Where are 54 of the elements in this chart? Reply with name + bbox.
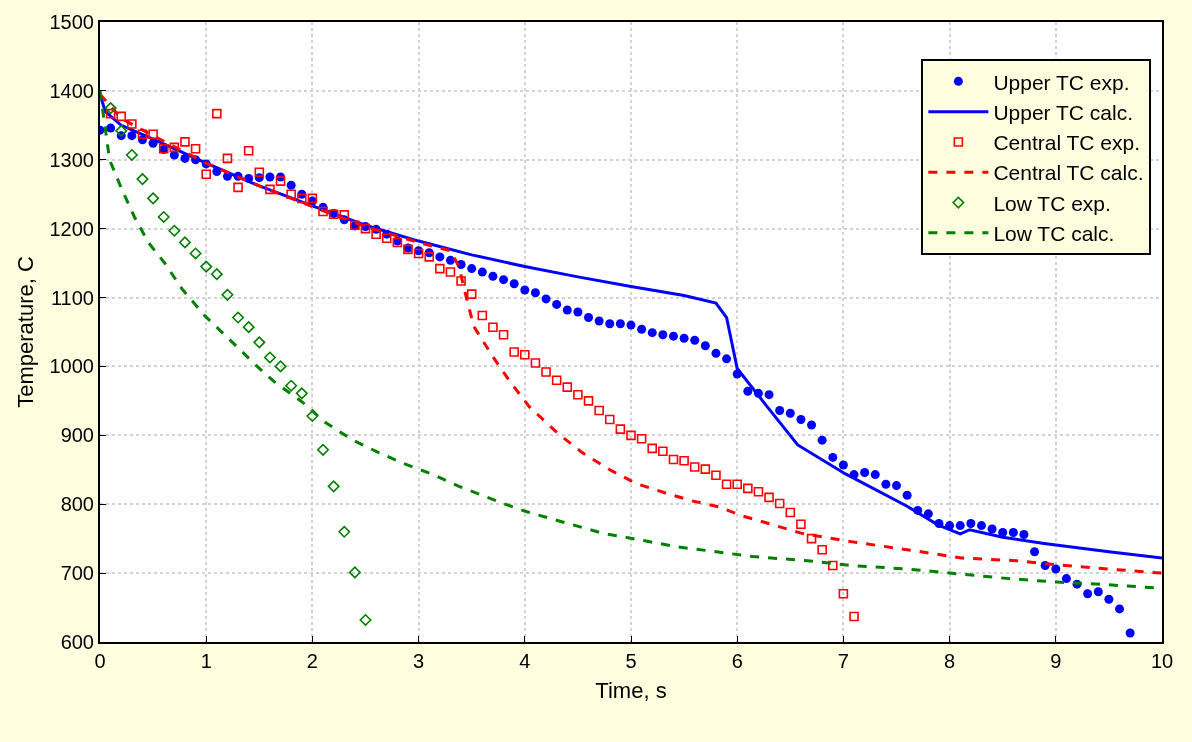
point xyxy=(200,260,213,273)
point xyxy=(253,336,266,349)
point xyxy=(189,247,202,260)
point xyxy=(210,268,223,281)
x-tick-label: 5 xyxy=(625,650,637,672)
y-tick-label: 900 xyxy=(60,424,94,447)
x-tick-label: 0 xyxy=(94,650,106,672)
x-tick-label: 8 xyxy=(944,650,956,672)
x-tick-label: 9 xyxy=(1050,650,1062,672)
x-tick-label: 2 xyxy=(306,650,318,672)
point xyxy=(359,613,372,626)
point xyxy=(232,311,245,324)
point xyxy=(242,321,255,334)
point xyxy=(157,210,170,223)
x-tick-label: 1 xyxy=(200,650,212,672)
x-axis-title: Time, s xyxy=(595,678,667,704)
legend-label: Upper TC calc. xyxy=(993,100,1134,124)
x-tick-label: 3 xyxy=(413,650,425,672)
x-tick-label: 7 xyxy=(837,650,849,672)
point xyxy=(263,351,276,364)
point xyxy=(274,360,287,373)
x-tick-label: 4 xyxy=(519,650,531,672)
point xyxy=(306,410,319,423)
y-tick-label: 700 xyxy=(60,562,94,585)
point xyxy=(285,379,298,392)
point xyxy=(338,525,351,538)
y-tick-label: 1100 xyxy=(50,286,94,309)
point xyxy=(104,102,117,115)
point xyxy=(147,192,160,205)
point xyxy=(115,124,128,137)
point xyxy=(317,443,330,456)
y-tick-label: 600 xyxy=(60,631,94,653)
point xyxy=(168,224,181,237)
legend-label: Upper TC exp. xyxy=(993,70,1130,94)
x-tick-label: 6 xyxy=(731,650,743,672)
point xyxy=(295,387,308,400)
legend-label: Low TC exp. xyxy=(993,191,1111,215)
legend-label: Central TC exp. xyxy=(993,131,1141,155)
legend-label: Low TC calc. xyxy=(993,222,1115,246)
y-tick-label: 1400 xyxy=(49,79,94,102)
x-tick-label: 10 xyxy=(1150,650,1174,672)
point xyxy=(327,480,340,493)
y-axis-title: Temperature, C xyxy=(12,256,38,408)
y-tick-label: 1000 xyxy=(49,355,94,378)
y-tick-label: 800 xyxy=(60,493,94,516)
point xyxy=(178,236,191,249)
y-tick-label: 1200 xyxy=(49,217,94,240)
point xyxy=(348,566,361,579)
point xyxy=(221,288,234,301)
legend-label: Central TC calc. xyxy=(993,161,1144,185)
y-tick-label: 1500 xyxy=(49,11,94,33)
point xyxy=(125,148,138,161)
y-tick-label: 1300 xyxy=(49,148,94,171)
point xyxy=(136,173,149,186)
